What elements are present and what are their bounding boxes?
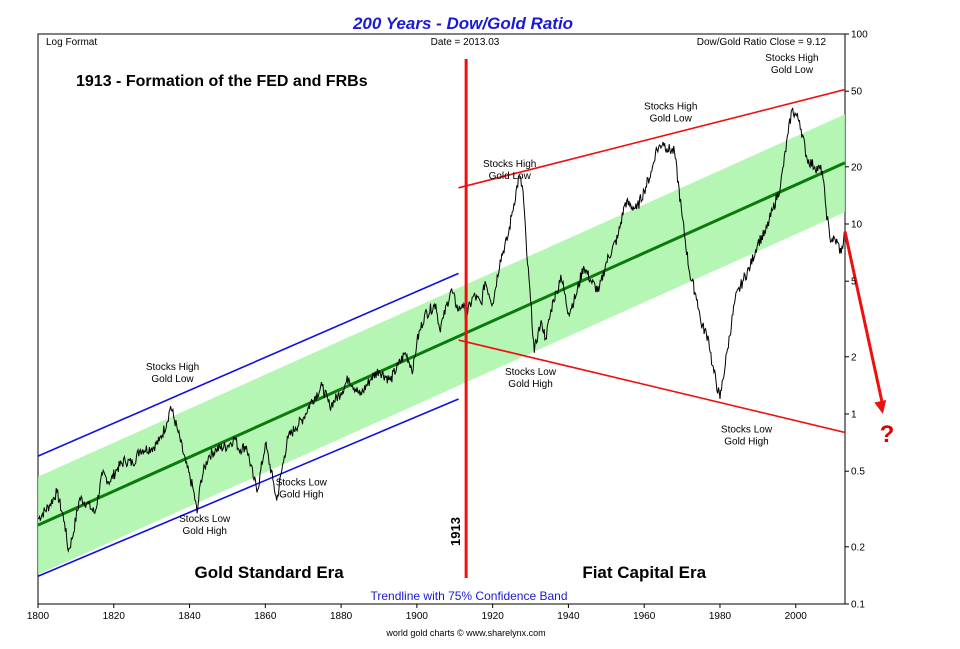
y-tick-label-100: 100	[851, 30, 868, 41]
x-tick-label-1860: 1860	[254, 611, 277, 622]
x-tick-label-1960: 1960	[633, 611, 656, 622]
era-label-0: Gold Standard Era	[194, 563, 344, 582]
header-date: Date = 2013.03	[431, 37, 500, 48]
annotation-4-line1: Stocks High	[644, 102, 697, 113]
channel-line-fiat_upper	[458, 88, 845, 189]
annotation-5-line2: Gold Low	[771, 65, 814, 76]
annotation-7-line1: Stocks Low	[721, 424, 773, 435]
y-tick-label-0.1: 0.1	[851, 600, 865, 611]
channel-line-gold_upper	[38, 272, 459, 457]
annotation-1-line2: Gold High	[182, 526, 226, 537]
headline-fed-formation: 1913 - Formation of the FED and FRBs	[76, 73, 368, 90]
annotation-2-line2: Gold High	[279, 490, 323, 501]
annotation-6-line1: Stocks Low	[505, 367, 557, 378]
subtitle-trendline: Trendline with 75% Confidence Band	[370, 589, 567, 603]
annotation-6-line2: Gold High	[508, 379, 552, 390]
dow-gold-ratio-line	[38, 107, 845, 553]
y-tick-label-0.2: 0.2	[851, 542, 865, 553]
annotation-0-line1: Stocks High	[146, 362, 199, 373]
annotation-0-line2: Gold Low	[151, 374, 194, 385]
marker-1913-label: 1913	[448, 517, 463, 546]
question-mark: ?	[880, 421, 895, 448]
y-tick-label-20: 20	[851, 162, 863, 173]
annotation-5-line1: Stocks High	[765, 53, 818, 64]
y-tick-label-1: 1	[851, 410, 857, 421]
y-tick-label-10: 10	[851, 220, 863, 231]
channel-line-fiat_lower	[458, 339, 845, 434]
header-log-format: Log Format	[46, 37, 97, 48]
annotation-4-line2: Gold Low	[650, 114, 693, 125]
credit-line: world gold charts © www.sharelynx.com	[385, 628, 545, 638]
annotation-3-line2: Gold Low	[489, 171, 532, 182]
x-tick-label-1900: 1900	[406, 611, 429, 622]
projection-arrow-head	[874, 400, 887, 414]
y-tick-label-5: 5	[851, 277, 857, 288]
y-tick-label-50: 50	[851, 87, 863, 98]
x-tick-label-1920: 1920	[482, 611, 505, 622]
x-tick-label-1980: 1980	[709, 611, 732, 622]
x-tick-label-1880: 1880	[330, 611, 353, 622]
x-tick-label-1800: 1800	[27, 611, 50, 622]
x-tick-label-1840: 1840	[178, 611, 201, 622]
x-tick-label-1820: 1820	[103, 611, 126, 622]
y-tick-label-2: 2	[851, 352, 857, 363]
channel-line-gold_lower	[38, 398, 459, 577]
chart-title: 200 Years - Dow/Gold Ratio	[352, 14, 573, 33]
annotation-7-line2: Gold High	[724, 436, 768, 447]
header-ratio-close: Dow/Gold Ratio Close = 9.12	[697, 37, 827, 48]
annotation-2-line1: Stocks Low	[276, 478, 328, 489]
annotation-1-line1: Stocks Low	[179, 514, 231, 525]
era-label-1: Fiat Capital Era	[582, 563, 706, 582]
trendline	[38, 161, 845, 527]
plot-content	[38, 88, 845, 577]
x-tick-label-1940: 1940	[557, 611, 580, 622]
y-tick-label-0.5: 0.5	[851, 467, 865, 478]
x-tick-label-2000: 2000	[785, 611, 808, 622]
annotation-3-line1: Stocks High	[483, 159, 536, 170]
projection-arrow-shaft	[843, 231, 885, 407]
